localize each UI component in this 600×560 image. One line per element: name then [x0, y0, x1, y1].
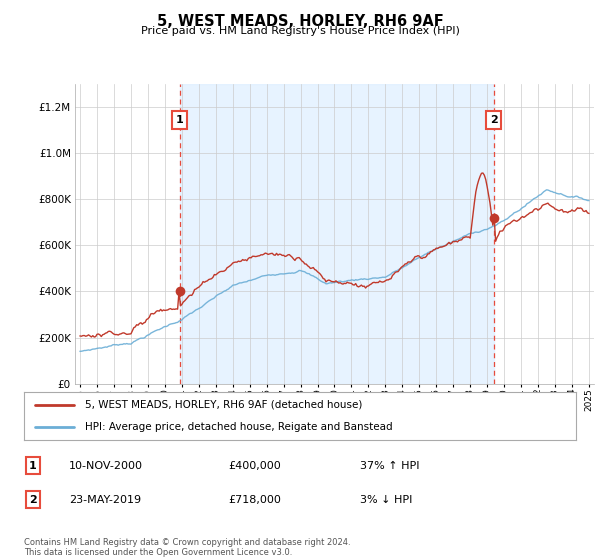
Text: 1: 1	[176, 115, 184, 125]
Text: 2: 2	[490, 115, 497, 125]
Text: Contains HM Land Registry data © Crown copyright and database right 2024.
This d: Contains HM Land Registry data © Crown c…	[24, 538, 350, 557]
Text: 5, WEST MEADS, HORLEY, RH6 9AF: 5, WEST MEADS, HORLEY, RH6 9AF	[157, 14, 443, 29]
Bar	[179, 84, 494, 384]
Text: 37% ↑ HPI: 37% ↑ HPI	[360, 461, 419, 471]
Text: £718,000: £718,000	[228, 494, 281, 505]
Text: 3% ↓ HPI: 3% ↓ HPI	[360, 494, 412, 505]
Text: Price paid vs. HM Land Registry's House Price Index (HPI): Price paid vs. HM Land Registry's House …	[140, 26, 460, 36]
Text: 10-NOV-2000: 10-NOV-2000	[69, 461, 143, 471]
Text: HPI: Average price, detached house, Reigate and Banstead: HPI: Average price, detached house, Reig…	[85, 422, 392, 432]
Text: 1: 1	[29, 461, 37, 471]
Text: 2: 2	[29, 494, 37, 505]
Text: 5, WEST MEADS, HORLEY, RH6 9AF (detached house): 5, WEST MEADS, HORLEY, RH6 9AF (detached…	[85, 400, 362, 410]
Text: 23-MAY-2019: 23-MAY-2019	[69, 494, 141, 505]
Text: £400,000: £400,000	[228, 461, 281, 471]
